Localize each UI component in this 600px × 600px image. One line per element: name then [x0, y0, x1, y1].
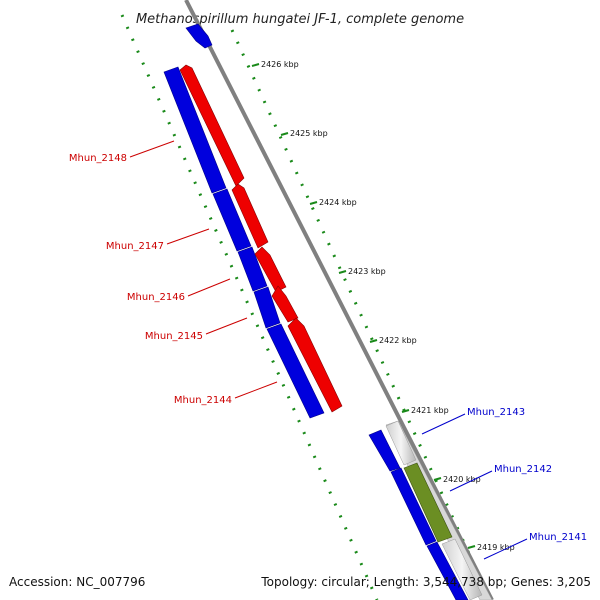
gene-block-mhun-2147 [212, 188, 252, 252]
forward-label-leaders [421, 413, 528, 560]
gene-label-mhun-2147: Mhun_2147 [106, 241, 164, 252]
gene-arrow-mhun-2147 [231, 183, 269, 249]
gene-block-mhun-2145 [253, 286, 281, 329]
scale-tick-marks [251, 63, 476, 549]
gene-label-mhun-2143: Mhun_2143 [467, 407, 525, 418]
forward-strand-genes [163, 23, 469, 600]
gray-gene-lower [441, 538, 483, 600]
scale-label-2420: 2420 kbp [443, 475, 481, 484]
scale-label-2424: 2424 kbp [319, 198, 357, 207]
accession-text: Accession: NC_007796 [9, 575, 145, 589]
gene-block-mhun-2148 [163, 66, 227, 194]
gene-label-mhun-2141: Mhun_2141 [529, 532, 587, 543]
scale-label-2426: 2426 kbp [261, 60, 299, 69]
genome-backbone [184, 0, 494, 600]
gray-gene-upper [385, 420, 417, 466]
gene-block-mhun-2143 [368, 429, 401, 472]
gene-arrow-mhun-2148 [179, 64, 245, 187]
right-tick-track [230, 29, 492, 600]
scale-label-2421: 2421 kbp [411, 406, 449, 415]
gene-block-top [185, 23, 213, 49]
gene-arrow-mhun-2146 [254, 246, 287, 293]
genome-title: Methanospirillum hungatei JF-1, complete… [136, 12, 464, 27]
gene-block-mhun-2144 [266, 323, 325, 419]
gene-label-mhun-2144: Mhun_2144 [174, 395, 232, 406]
gene-label-mhun-2145: Mhun_2145 [145, 331, 203, 342]
gene-block-mhun-2141 [426, 541, 469, 600]
gene-arrow-mhun-2144 [287, 317, 343, 413]
gene-block-mhun-2146 [237, 246, 268, 292]
gene-arrow-mhun-2145 [271, 285, 299, 323]
reverse-strand-genes [179, 64, 343, 413]
gene-label-mhun-2148: Mhun_2148 [69, 153, 127, 164]
left-tick-track [120, 14, 379, 600]
gene-label-mhun-2142: Mhun_2142 [494, 464, 552, 475]
gene-label-mhun-2146: Mhun_2146 [127, 292, 185, 303]
topology-text: Topology: circular; Length: 3,544,738 bp… [260, 575, 591, 589]
scale-label-2423: 2423 kbp [348, 267, 386, 276]
scale-label-2425: 2425 kbp [290, 129, 328, 138]
scale-label-2419: 2419 kbp [477, 543, 515, 552]
gene-highlight-mhun-2142 [403, 462, 453, 543]
scale-label-2422: 2422 kbp [379, 336, 417, 345]
reverse-label-leaders [129, 140, 278, 399]
gene-block-mhun-2142 [390, 467, 437, 546]
